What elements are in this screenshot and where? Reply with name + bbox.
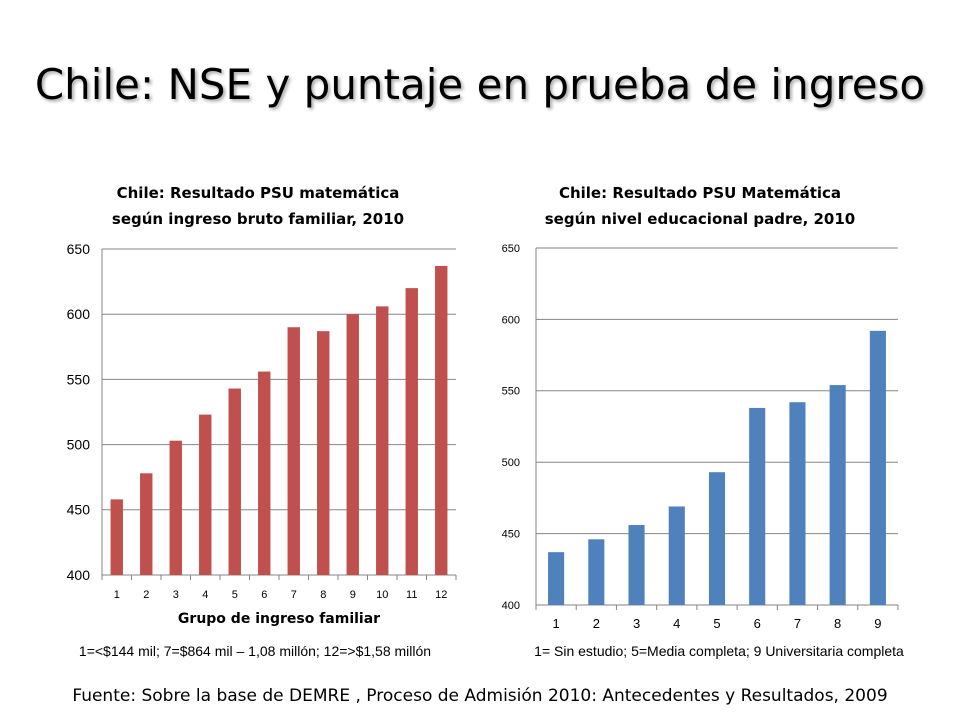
chart1-xlabel: Grupo de ingreso familiar — [178, 611, 380, 627]
x-tick-label: 6 — [754, 616, 761, 631]
x-tick-label: 2 — [593, 616, 600, 631]
y-tick-label: 500 — [67, 437, 91, 453]
bar-8 — [317, 331, 330, 575]
source-note: Fuente: Sobre la base de DEMRE , Proceso… — [72, 686, 888, 706]
bar-2 — [140, 473, 153, 575]
x-tick-label: 3 — [633, 616, 640, 631]
x-tick-label: 2 — [143, 589, 149, 601]
x-tick-label: 4 — [202, 589, 208, 601]
chart1-title-line2: según ingreso bruto familiar, 2010 — [112, 210, 404, 228]
x-tick-label: 8 — [320, 589, 326, 601]
bar-1 — [110, 499, 123, 575]
chart1-note: 1=<$144 mil; 7=$864 mil – 1,08 millón; 1… — [79, 643, 431, 659]
slide-title: Chile: NSE y puntaje en prueba de ingres… — [34, 60, 926, 109]
x-tick-label: 9 — [874, 616, 881, 631]
x-tick-label: 8 — [834, 616, 841, 631]
chart2-title-line2: según nivel educacional padre, 2010 — [545, 210, 856, 228]
x-tick-label: 6 — [261, 589, 267, 601]
bar-7 — [287, 327, 300, 575]
y-tick-label: 600 — [502, 314, 520, 326]
x-tick-label: 10 — [376, 589, 388, 601]
bar-9 — [869, 330, 886, 605]
y-tick-label: 500 — [502, 457, 520, 469]
bar-11 — [405, 288, 418, 575]
bar-7 — [789, 402, 806, 605]
chart2-plot: 400 450 500 550 600 650 1 2 3 4 5 6 7 8 9 — [502, 243, 899, 631]
bar-2 — [588, 539, 605, 605]
chart2-title-line1: Chile: Resultado PSU Matemática — [559, 184, 841, 202]
x-tick-label: 5 — [232, 589, 238, 601]
bar-3 — [169, 440, 182, 575]
chart2-note: 1= Sin estudio; 5=Media completa; 9 Univ… — [534, 643, 904, 659]
bar-4 — [199, 414, 212, 575]
chart1-title-line1: Chile: Resultado PSU matemática — [117, 184, 400, 202]
bar-12 — [435, 265, 448, 575]
y-tick-label: 550 — [502, 386, 520, 398]
x-tick-label: 1 — [114, 589, 120, 601]
bar-4 — [668, 506, 685, 605]
y-tick-label: 450 — [67, 502, 91, 518]
x-tick-label: 7 — [291, 589, 297, 601]
x-tick-label: 9 — [350, 589, 356, 601]
x-tick-label: 11 — [406, 589, 417, 601]
bar-9 — [346, 314, 359, 575]
y-tick-label: 550 — [67, 371, 91, 387]
bar-6 — [749, 407, 766, 605]
y-tick-label: 600 — [67, 306, 91, 322]
y-tick-label: 450 — [502, 528, 520, 540]
x-tick-label: 3 — [173, 589, 179, 601]
x-tick-label: 7 — [794, 616, 801, 631]
y-tick-label: 400 — [502, 600, 520, 612]
x-tick-label: 1 — [552, 616, 559, 631]
bar-10 — [376, 306, 389, 575]
y-tick-label: 650 — [67, 241, 91, 257]
bar-5 — [228, 388, 241, 575]
x-tick-label: 5 — [713, 616, 720, 631]
x-tick-label: 12 — [435, 589, 447, 601]
bar-8 — [829, 385, 846, 605]
bar-3 — [628, 525, 645, 605]
y-tick-label: 650 — [502, 243, 520, 255]
bar-1 — [548, 552, 565, 605]
x-tick-label: 4 — [673, 616, 680, 631]
bar-5 — [708, 472, 726, 605]
bar-6 — [258, 371, 271, 575]
y-tick-label: 400 — [67, 567, 91, 583]
